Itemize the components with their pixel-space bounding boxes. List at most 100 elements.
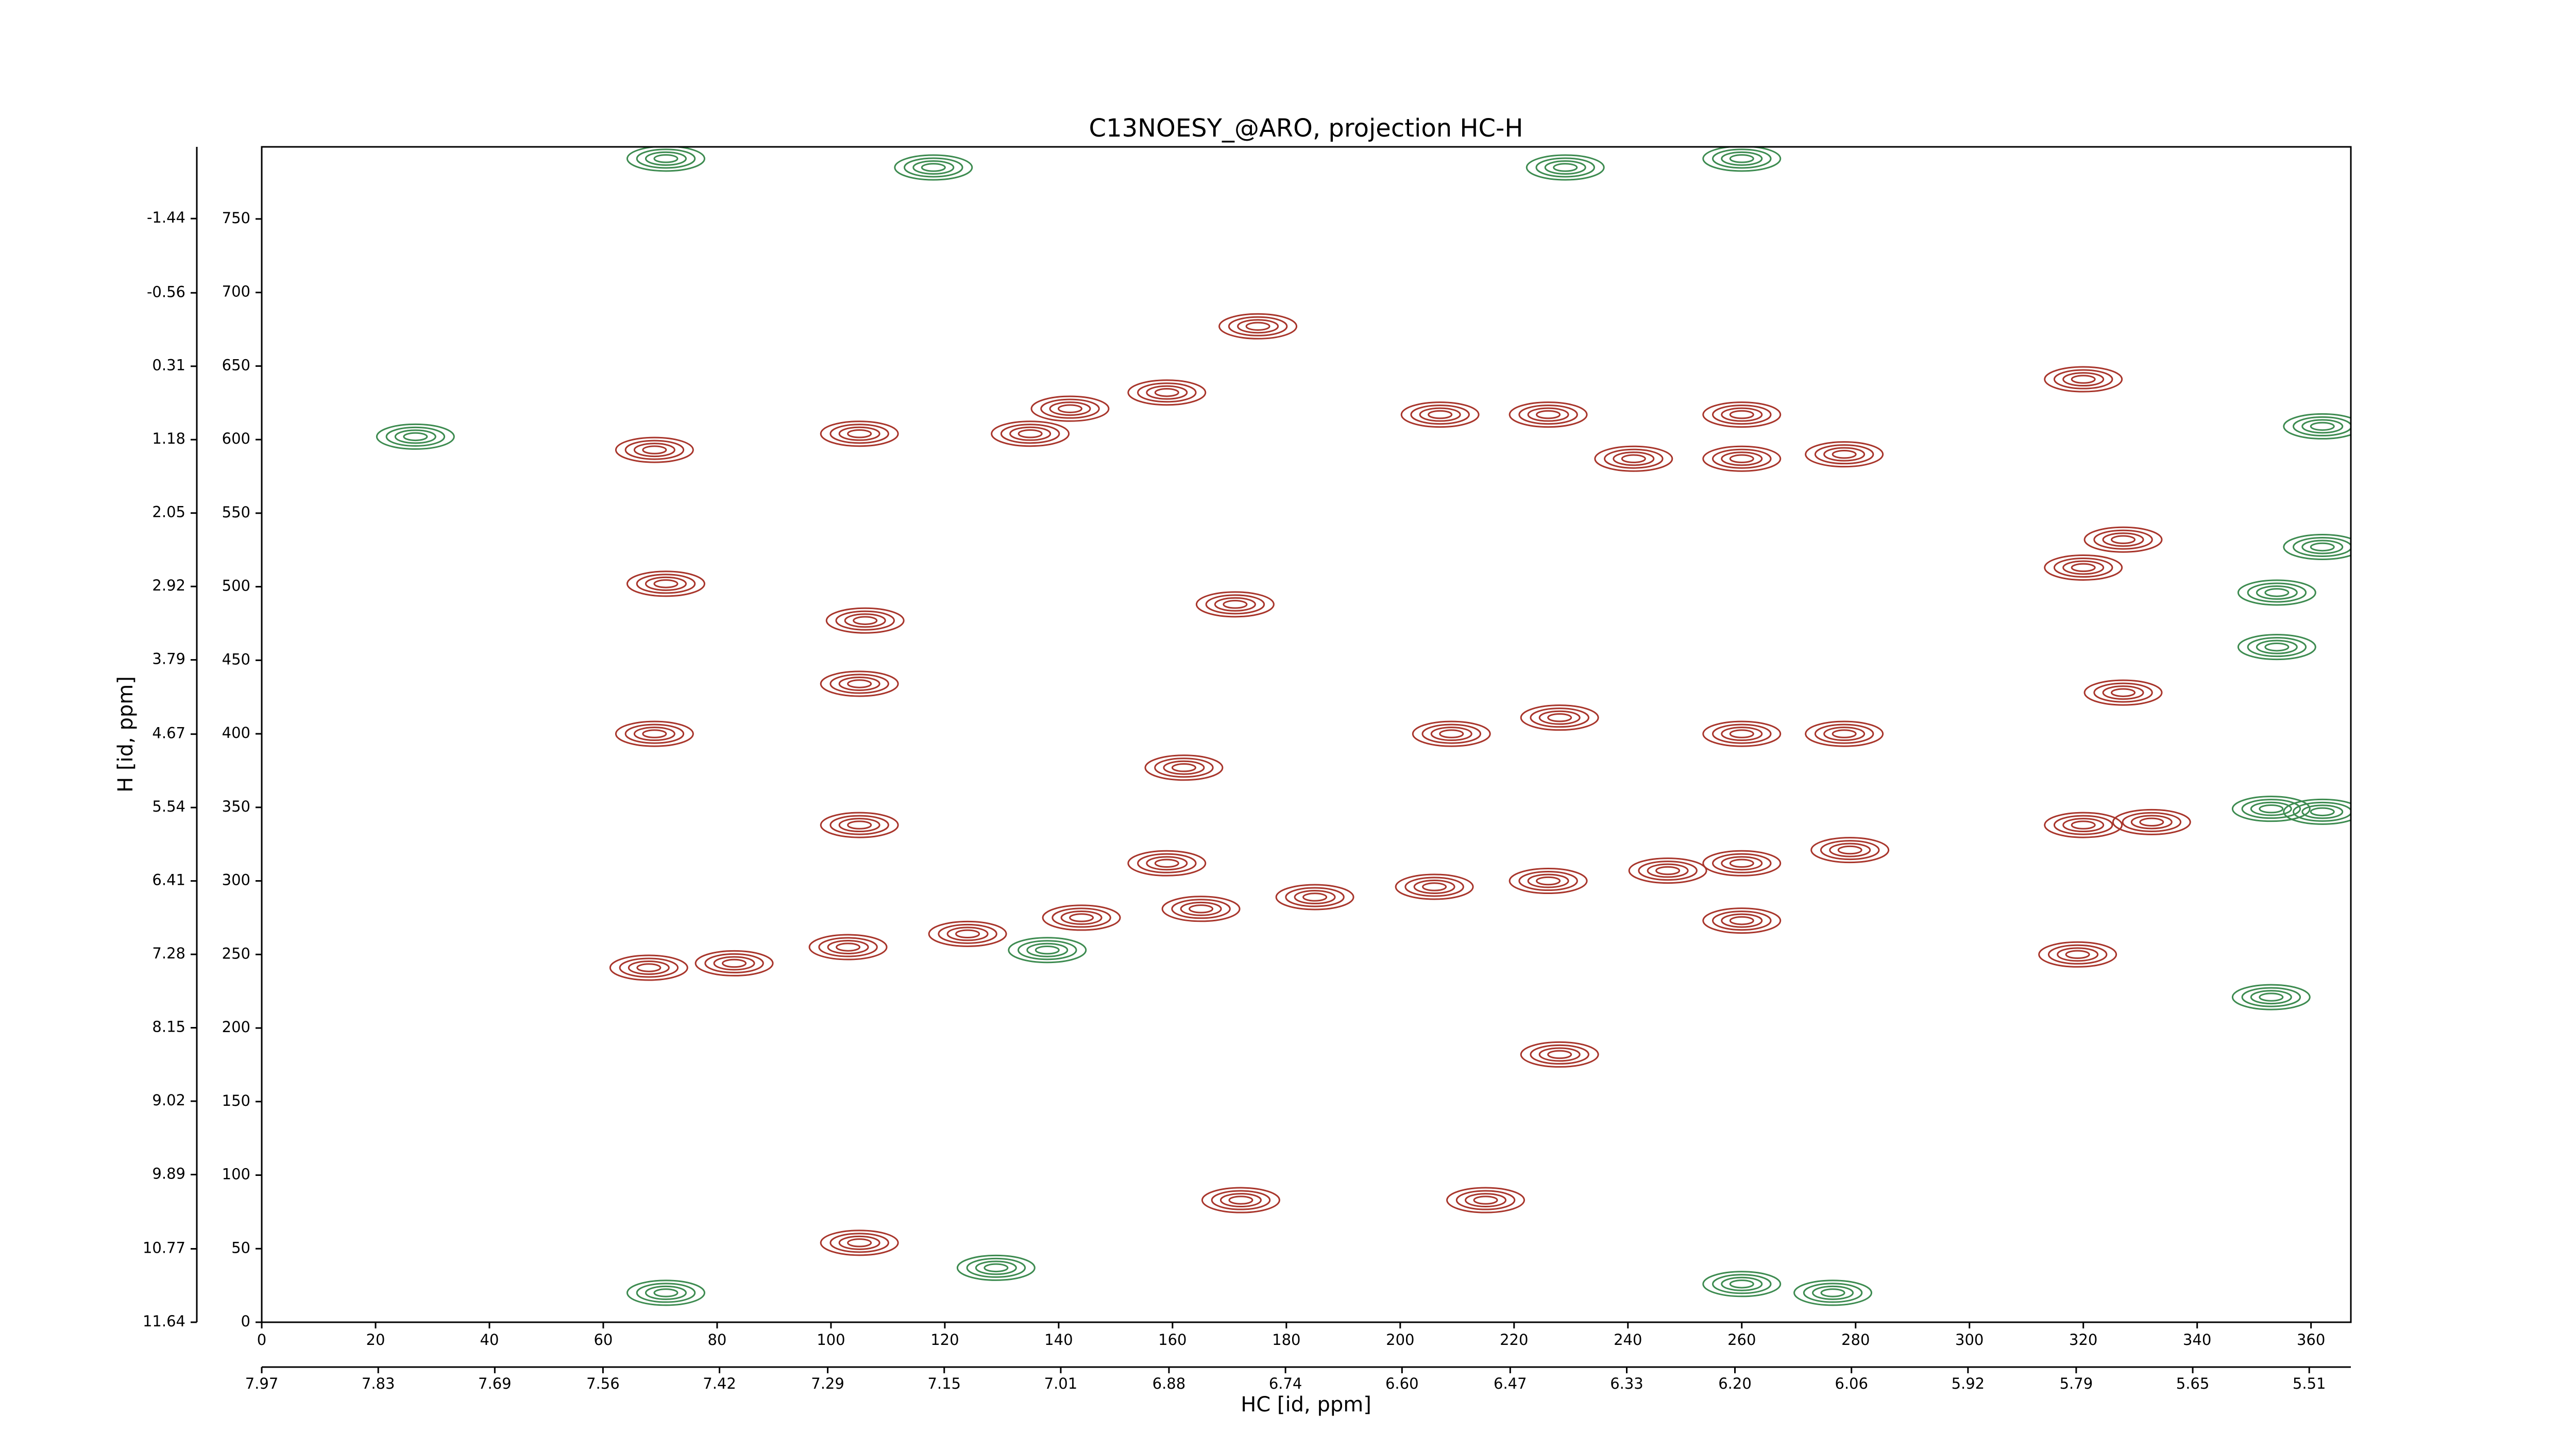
contour-ring (820, 420, 899, 447)
contour-ring (1721, 151, 1763, 166)
contour-ring (1526, 154, 1605, 181)
peak (1161, 896, 1241, 922)
peak (820, 1229, 899, 1256)
contour-ring (1702, 445, 1782, 472)
contour-ring (2264, 642, 2290, 652)
peak (1042, 904, 1121, 931)
x-tick-label: 220 (1500, 1331, 1528, 1349)
contour-ring (1530, 707, 1589, 728)
contour-ring (2122, 812, 2182, 832)
contour-ring (1621, 454, 1646, 463)
peak (1008, 937, 1087, 964)
contour-ring (1814, 444, 1874, 465)
contour-ring (653, 1288, 679, 1298)
contour-ring (1810, 837, 1890, 864)
contour-ring (827, 940, 869, 955)
y-tick-label: 700 (222, 283, 250, 300)
peak (1400, 401, 1480, 428)
contour-ring (1628, 857, 1707, 884)
contour-ring (1421, 723, 1482, 744)
x2-tick-label: 7.15 (927, 1375, 961, 1392)
contour-ring (1400, 401, 1480, 428)
contour-ring (2293, 537, 2351, 558)
peak (1628, 857, 1707, 884)
contour-ring (938, 923, 997, 944)
contour-ring (853, 616, 878, 625)
x-tick-label: 240 (1614, 1331, 1642, 1349)
contour-ring (626, 1279, 705, 1306)
contour-ring (2083, 679, 2163, 706)
contour-ring (1052, 907, 1111, 928)
contour-ring (836, 942, 861, 952)
contour-ring (1018, 940, 1077, 961)
peak (2112, 808, 2191, 835)
contour-ring (818, 937, 878, 957)
contour-ring (1008, 937, 1087, 964)
contour-ring (894, 154, 973, 181)
contour-ring (1729, 916, 1754, 925)
contour-ring (1026, 942, 1069, 957)
peak (2231, 984, 2311, 1010)
y-tick-label: 50 (231, 1239, 250, 1256)
contour-ring (642, 445, 667, 454)
contour-ring (1042, 904, 1121, 931)
contour-ring (2053, 369, 2113, 390)
y-tick-label: 550 (222, 503, 250, 521)
contour-ring (1223, 600, 1248, 609)
contour-ring (376, 423, 455, 450)
contour-ring (1520, 1041, 1599, 1068)
peak (1127, 379, 1207, 406)
peak (1805, 441, 1884, 468)
contour-ring (636, 1283, 696, 1303)
chart-title: C13NOESY_@ARO, projection HC-H (1089, 114, 1523, 143)
peak (609, 954, 688, 981)
y-tick-label: 750 (222, 209, 250, 227)
peak (694, 950, 774, 976)
contour-ring (1218, 313, 1298, 340)
y2-tick-label: 6.41 (152, 871, 185, 889)
contour-ring (2038, 941, 2117, 968)
contour-ring (1509, 401, 1588, 428)
peak (1127, 850, 1207, 877)
peak (1702, 907, 1782, 934)
contour-ring (1520, 704, 1599, 731)
y2-tick-label: -1.44 (147, 209, 185, 226)
contour-ring (928, 920, 1007, 947)
contour-ring (1473, 1195, 1498, 1205)
peak (626, 570, 705, 597)
contour-ring (1518, 405, 1578, 425)
y2-tick-label: 2.05 (152, 503, 185, 521)
contour-ring (1412, 720, 1491, 747)
x2-tick-label: 6.06 (1835, 1375, 1868, 1392)
peak (808, 934, 888, 961)
x2-tick-label: 5.92 (1952, 1375, 1985, 1392)
contour-ring (1823, 727, 1866, 742)
contour-ring (636, 148, 696, 169)
contour-ring (820, 812, 899, 838)
contour-ring (1302, 892, 1328, 902)
contour-ring (2044, 812, 2123, 838)
contour-ring (1547, 1050, 1572, 1059)
contour-ring (1721, 1276, 1763, 1291)
peak (1520, 704, 1599, 731)
contour-ring (820, 670, 899, 697)
contour-ring (2237, 634, 2316, 661)
contour-ring (1820, 1288, 1845, 1298)
contour-ring (1812, 1285, 1854, 1300)
contour-ring (847, 429, 872, 439)
contour-ring (1837, 845, 1862, 855)
contour-ring (1721, 451, 1763, 466)
contour-ring (1721, 913, 1763, 928)
peak (1702, 720, 1782, 747)
contour-ring (722, 958, 747, 968)
contour-ring (694, 950, 774, 976)
contour-ring (2071, 375, 2096, 384)
contour-ring (1465, 1193, 1507, 1208)
peak (1520, 1041, 1599, 1068)
contour-ring (2044, 554, 2123, 581)
contour-ring (1428, 410, 1453, 419)
peak (1195, 591, 1275, 618)
x2-tick-label: 7.56 (586, 1375, 620, 1392)
contour-ring (1154, 858, 1179, 868)
contour-ring (1729, 858, 1754, 868)
